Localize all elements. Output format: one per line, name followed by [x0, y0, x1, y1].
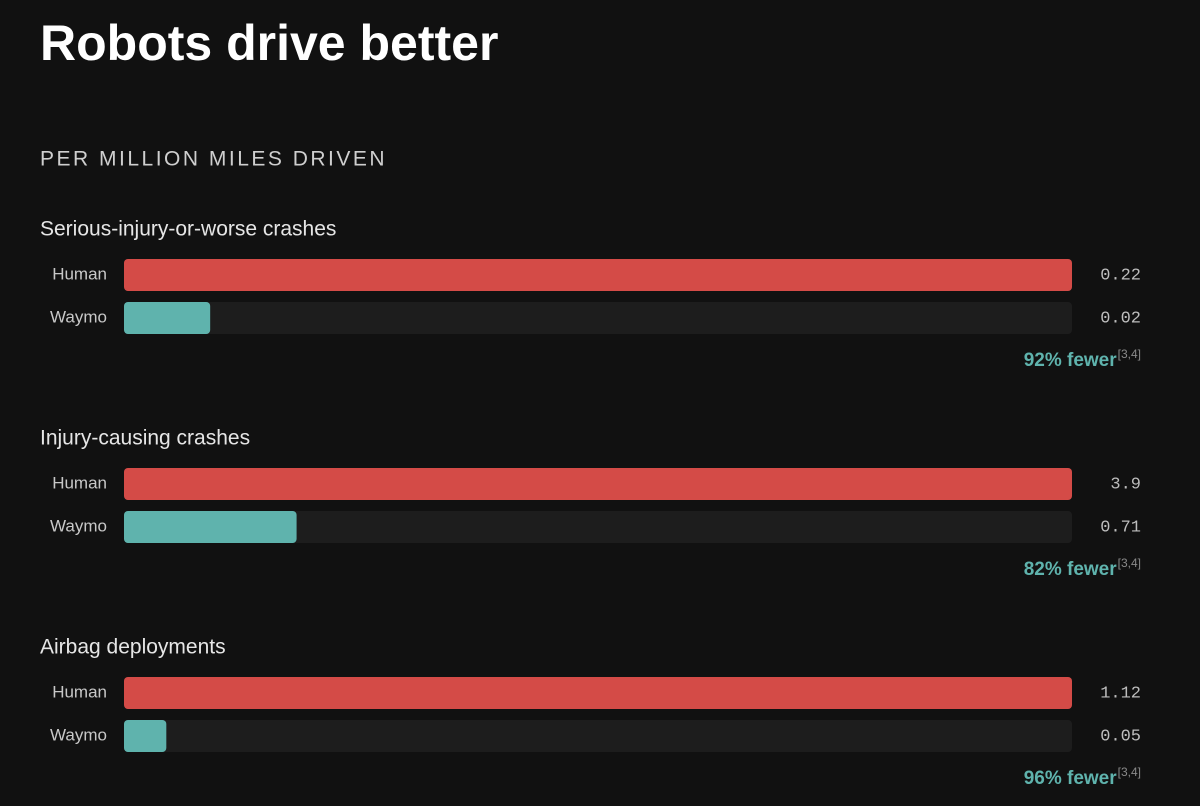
chart-title: Serious-injury-or-worse crashes	[40, 218, 336, 241]
bar-track	[124, 720, 1072, 752]
category-label: Waymo	[50, 307, 107, 326]
category-label: Human	[52, 682, 107, 701]
value-label: 3.9	[1110, 475, 1141, 494]
chart-title: Airbag deployments	[40, 636, 226, 659]
bar	[124, 677, 1072, 709]
category-label: Human	[52, 264, 107, 283]
bar	[124, 468, 1072, 500]
value-label: 0.05	[1100, 727, 1141, 746]
bar	[124, 720, 167, 752]
value-label: 1.12	[1100, 684, 1141, 703]
annotation-ref: [3,4]	[1118, 765, 1141, 779]
category-label: Waymo	[50, 725, 107, 744]
bar	[124, 511, 297, 543]
bar	[124, 302, 211, 334]
annotation: 82% fewer	[1024, 559, 1118, 580]
value-label: 0.71	[1100, 518, 1141, 537]
category-label: Human	[52, 473, 107, 492]
page-subtitle: PER MILLION MILES DRIVEN	[40, 148, 387, 171]
category-label: Waymo	[50, 516, 107, 535]
annotation: 96% fewer	[1024, 768, 1118, 789]
chart-title: Injury-causing crashes	[40, 427, 250, 450]
bar-track	[124, 302, 1072, 334]
annotation-ref: [3,4]	[1118, 556, 1141, 570]
value-label: 0.02	[1100, 309, 1141, 328]
value-label: 0.22	[1100, 266, 1141, 285]
page-title: Robots drive better	[40, 15, 498, 71]
bar	[124, 259, 1072, 291]
annotation-ref: [3,4]	[1118, 347, 1141, 361]
annotation: 92% fewer	[1024, 350, 1118, 371]
bar-track	[124, 511, 1072, 543]
